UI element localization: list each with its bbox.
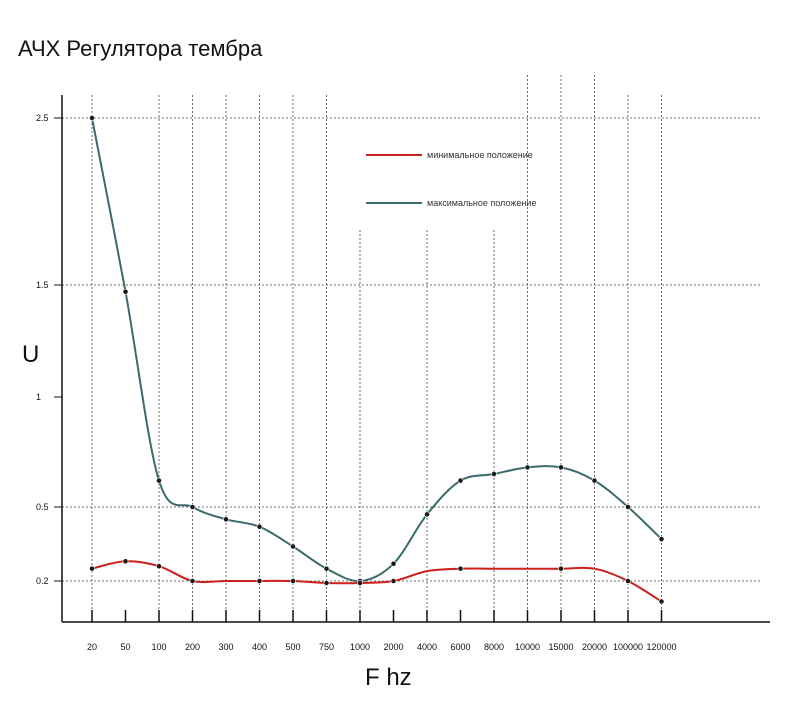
data-point-min <box>390 578 397 584</box>
data-point-max <box>491 471 497 477</box>
data-point-max <box>223 516 229 523</box>
y-axis-label: U <box>22 341 39 368</box>
series-line-max <box>91 117 663 583</box>
data-point-min <box>290 578 296 584</box>
legend-label: минимальное положение <box>427 150 533 160</box>
x-tick-label: 100 <box>151 642 166 652</box>
series-line-min <box>91 560 663 603</box>
x-tick-label: 2000 <box>383 642 403 652</box>
x-tick-label: 750 <box>319 642 334 652</box>
x-tick-label: 10000 <box>515 642 540 652</box>
data-point-max <box>189 504 196 510</box>
data-point-max <box>558 464 564 471</box>
data-point-max <box>323 565 330 572</box>
data-point-max <box>156 477 162 484</box>
x-tick-label: 120000 <box>646 642 676 652</box>
data-point-max <box>524 464 531 471</box>
data-point-max <box>424 511 430 518</box>
ticks: 0.2 0.5 1 1.5 2.5 20 50 100 200 300 400 500 750 1000 2… <box>36 113 677 652</box>
x-tick-label: 300 <box>218 642 233 652</box>
data-point-max <box>256 523 263 530</box>
data-point-min <box>457 565 464 572</box>
legend: минимальное положение максимальное положе… <box>366 150 536 208</box>
y-tick-label: 0.5 <box>36 502 49 512</box>
data-point-min <box>558 565 564 572</box>
data-point-max <box>658 536 665 542</box>
x-tick-label: 100000 <box>613 642 643 652</box>
data-point-max <box>89 115 95 121</box>
y-tick-label: 1.5 <box>36 280 49 290</box>
data-point-min <box>156 563 162 570</box>
legend-label: максимальное положение <box>427 198 536 208</box>
data-point-max <box>625 504 631 510</box>
data-point-min <box>658 598 665 605</box>
x-tick-label: 8000 <box>484 642 504 652</box>
x-tick-label: 20000 <box>582 642 607 652</box>
data-point-max <box>122 288 129 295</box>
x-axis-label: F hz <box>365 664 412 691</box>
x-tick-label: 15000 <box>548 642 573 652</box>
x-tick-label: 6000 <box>450 642 470 652</box>
data-point-min <box>189 578 196 584</box>
x-tick-label: 50 <box>120 642 130 652</box>
data-point-max <box>457 477 464 484</box>
x-tick-label: 4000 <box>417 642 437 652</box>
x-tick-label: 400 <box>252 642 267 652</box>
data-point-min <box>357 580 363 586</box>
data-point-min <box>89 565 95 572</box>
y-tick-label: 2.5 <box>36 113 49 123</box>
y-tick-label: 1 <box>36 392 41 402</box>
grid <box>62 75 760 622</box>
data-point-max <box>591 477 598 484</box>
series <box>89 115 665 605</box>
x-tick-label: 1000 <box>350 642 370 652</box>
x-tick-label: 500 <box>285 642 300 652</box>
chart-title: АЧХ Регулятора тембра <box>18 36 263 61</box>
y-tick-label: 0.2 <box>36 576 49 586</box>
data-point-min <box>256 578 263 584</box>
data-point-min <box>122 558 129 565</box>
data-point-min <box>625 578 631 584</box>
data-point-max <box>290 543 296 550</box>
x-tick-label: 200 <box>185 642 200 652</box>
x-tick-label: 20 <box>87 642 97 652</box>
data-point-min <box>323 580 330 586</box>
axes <box>61 95 770 623</box>
data-point-max <box>390 560 397 567</box>
